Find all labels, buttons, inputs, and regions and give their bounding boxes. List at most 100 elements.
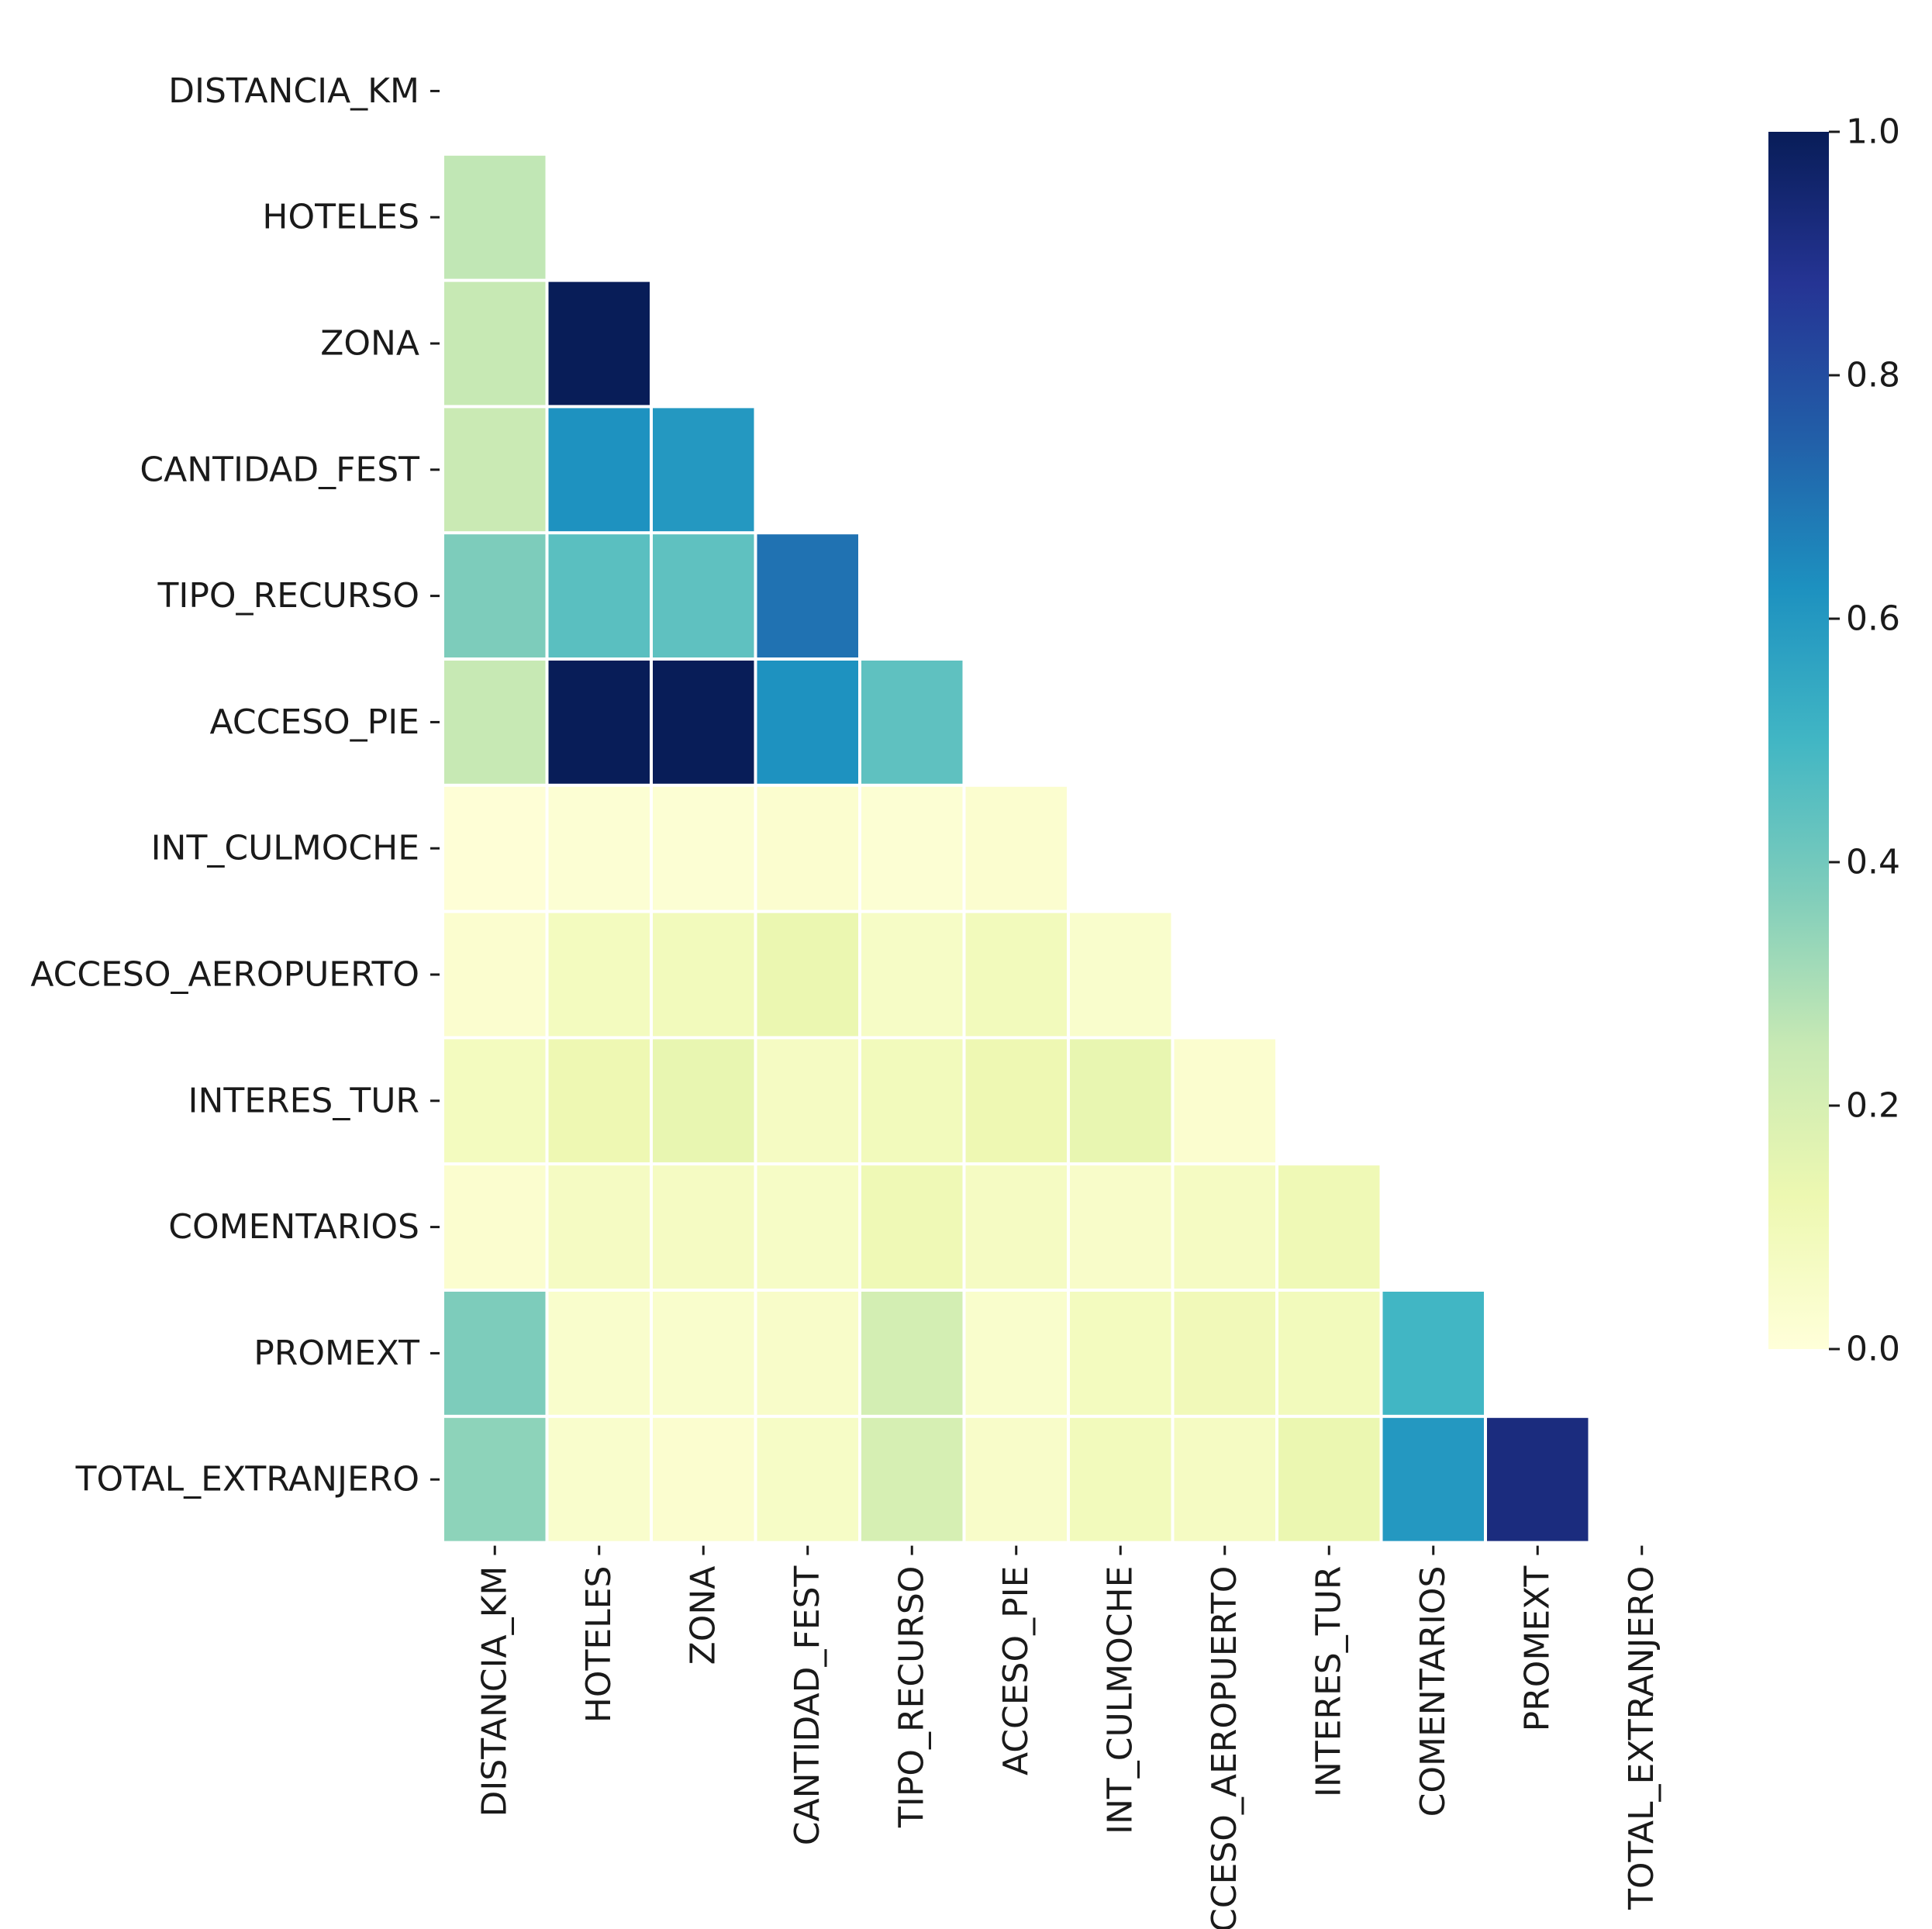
heatmap-cell-tipo-recurso-cantidad-fest [757,534,858,657]
heatmap-cell-acceso-pie-tipo-recurso [861,661,963,784]
colorbar-ticks: 0.0 0.2 0.4 0.6 0.8 1.0 [1829,112,1900,1369]
heatmap-cell-comentarios-distancia-km [444,1165,546,1289]
heatmap-cell-tipo-recurso-zona [653,534,754,657]
x-tick-label-distancia-km: DISTANCIA_KM [475,1566,515,1817]
colorbar-tick-label: 0.2 [1846,1086,1900,1126]
y-tick-label-tipo-recurso: TIPO_RECURSO [157,576,419,616]
heatmap-cell-tipo-recurso-hoteles [548,534,650,657]
colorbar-tick-label: 0.8 [1846,356,1900,395]
heatmap-cell-zona-hoteles [548,281,650,405]
heatmap-cell-total-extranjero-int-culmoche [1070,1417,1171,1541]
x-tick-label-comentarios: COMENTARIOS [1413,1566,1453,1817]
colorbar-gradient [1768,132,1829,1349]
x-axis: DISTANCIA_KM HOTELES ZONA CANTIDAD_FEST TIPO… [475,1545,1661,1929]
heatmap-cell-cantidad-fest-hoteles [548,408,650,532]
heatmap-cell-int-culmoche-distancia-km [444,786,546,910]
y-tick-label-interes-tur: INTERES_TUR [188,1081,419,1120]
heatmap-cell-interes-tur-zona [653,1039,754,1163]
heatmap-cell-acceso-aeropuerto-int-culmoche [1070,913,1171,1037]
heatmap-cell-interes-tur-acceso-aeropuerto [1174,1039,1275,1163]
heatmap-cell-total-extranjero-zona [653,1417,754,1541]
heatmap-cell-interes-tur-hoteles [548,1039,650,1163]
x-tick-label-cantidad-fest: CANTIDAD_FEST [788,1565,827,1845]
heatmap-cell-comentarios-int-culmoche [1070,1165,1171,1289]
x-tick-label-hoteles: HOTELES [579,1566,619,1724]
heatmap-cell-acceso-pie-distancia-km [444,661,546,784]
y-tick-label-int-culmoche: INT_CULMOCHE [151,829,419,868]
heatmap-cell-int-culmoche-cantidad-fest [757,786,858,910]
y-tick-label-cantidad-fest: CANTIDAD_FEST [140,450,419,489]
heatmap-cell-promext-interes-tur [1278,1292,1380,1415]
heatmap-cell-cantidad-fest-distancia-km [444,408,546,532]
heatmap-cell-promext-distancia-km [444,1292,546,1415]
x-tick-label-acceso-aeropuerto: ACCESO_AEROPUERTO [1205,1566,1244,1929]
heatmap-cell-total-extranjero-distancia-km [444,1417,546,1541]
heatmap-cell-total-extranjero-comentarios [1382,1417,1484,1541]
heatmap-cell-total-extranjero-acceso-aeropuerto [1174,1417,1275,1541]
heatmap-cell-interes-tur-tipo-recurso [861,1039,963,1163]
heatmap-cell-interes-tur-cantidad-fest [757,1039,858,1163]
heatmap-cell-promext-comentarios [1382,1292,1484,1415]
heatmap-cell-interes-tur-distancia-km [444,1039,546,1163]
y-tick-label-acceso-pie: ACCESO_PIE [210,702,419,742]
heatmap-cell-total-extranjero-tipo-recurso [861,1417,963,1541]
y-axis: DISTANCIA_KM HOTELES ZONA CANTIDAD_FEST TIPO… [30,71,440,1499]
heatmap-cell-int-culmoche-tipo-recurso [861,786,963,910]
x-tick-label-promext: PROMEXT [1518,1565,1558,1731]
heatmap-cell-acceso-aeropuerto-distancia-km [444,913,546,1037]
heatmap-cell-total-extranjero-cantidad-fest [757,1417,858,1541]
heatmap-cell-tipo-recurso-distancia-km [444,534,546,657]
heatmap-cell-acceso-aeropuerto-tipo-recurso [861,913,963,1037]
heatmap-cells [444,155,1589,1541]
heatmap-cell-cantidad-fest-zona [653,408,754,532]
heatmap-cell-promext-int-culmoche [1070,1292,1171,1415]
colorbar-tick-label: 0.6 [1846,599,1900,639]
heatmap-cell-promext-zona [653,1292,754,1415]
heatmap-cell-comentarios-tipo-recurso [861,1165,963,1289]
x-tick-label-zona: ZONA [684,1566,723,1665]
colorbar-tick-label: 0.4 [1846,843,1900,882]
y-tick-label-zona: ZONA [320,324,419,364]
heatmap-cell-total-extranjero-interes-tur [1278,1417,1380,1541]
heatmap-cell-total-extranjero-acceso-pie [965,1417,1067,1541]
heatmap-cell-comentarios-acceso-aeropuerto [1174,1165,1275,1289]
x-tick-label-interes-tur: INTERES_TUR [1309,1566,1349,1798]
heatmap-cell-acceso-pie-cantidad-fest [757,661,858,784]
heatmap-cell-acceso-aeropuerto-zona [653,913,754,1037]
colorbar-tick-label: 0.0 [1846,1330,1900,1369]
heatmap-cell-comentarios-interes-tur [1278,1165,1380,1289]
heatmap-cell-comentarios-zona [653,1165,754,1289]
y-tick-label-promext: PROMEXT [254,1334,419,1373]
heatmap-cell-total-extranjero-promext [1487,1417,1589,1541]
y-tick-label-total-extranjero: TOTAL_EXTRANJERO [75,1460,419,1499]
heatmap-cell-promext-hoteles [548,1292,650,1415]
heatmap-cell-interes-tur-acceso-pie [965,1039,1067,1163]
heatmap-cell-hoteles-distancia-km [444,155,546,279]
x-tick-label-total-extranjero: TOTAL_EXTRANJERO [1622,1566,1661,1910]
y-tick-label-acceso-aeropuerto: ACCESO_AEROPUERTO [30,955,419,995]
heatmap-cell-int-culmoche-acceso-pie [965,786,1067,910]
heatmap-cell-acceso-aeropuerto-cantidad-fest [757,913,858,1037]
heatmap-cell-comentarios-acceso-pie [965,1165,1067,1289]
heatmap-cell-promext-acceso-pie [965,1292,1067,1415]
y-tick-label-distancia-km: DISTANCIA_KM [168,71,419,111]
heatmap-cell-promext-acceso-aeropuerto [1174,1292,1275,1415]
heatmap-cell-promext-cantidad-fest [757,1292,858,1415]
x-tick-label-tipo-recurso: TIPO_RECURSO [892,1566,932,1828]
colorbar-tick-label: 1.0 [1846,112,1900,152]
heatmap-cell-total-extranjero-hoteles [548,1417,650,1541]
x-tick-label-int-culmoche: INT_CULMOCHE [1101,1566,1140,1834]
heatmap-cell-acceso-pie-zona [653,661,754,784]
heatmap-cell-interes-tur-int-culmoche [1070,1039,1171,1163]
heatmap-cell-acceso-aeropuerto-acceso-pie [965,913,1067,1037]
heatmap-cell-comentarios-cantidad-fest [757,1165,858,1289]
heatmap-cell-int-culmoche-hoteles [548,786,650,910]
heatmap-cell-zona-distancia-km [444,281,546,405]
heatmap-cell-promext-tipo-recurso [861,1292,963,1415]
heatmap-cell-acceso-pie-hoteles [548,661,650,784]
y-tick-label-comentarios: COMENTARIOS [168,1207,419,1247]
heatmap-cell-int-culmoche-zona [653,786,754,910]
colorbar: 0.0 0.2 0.4 0.6 0.8 1.0 [1768,112,1900,1369]
x-tick-label-acceso-pie: ACCESO_PIE [996,1566,1036,1775]
